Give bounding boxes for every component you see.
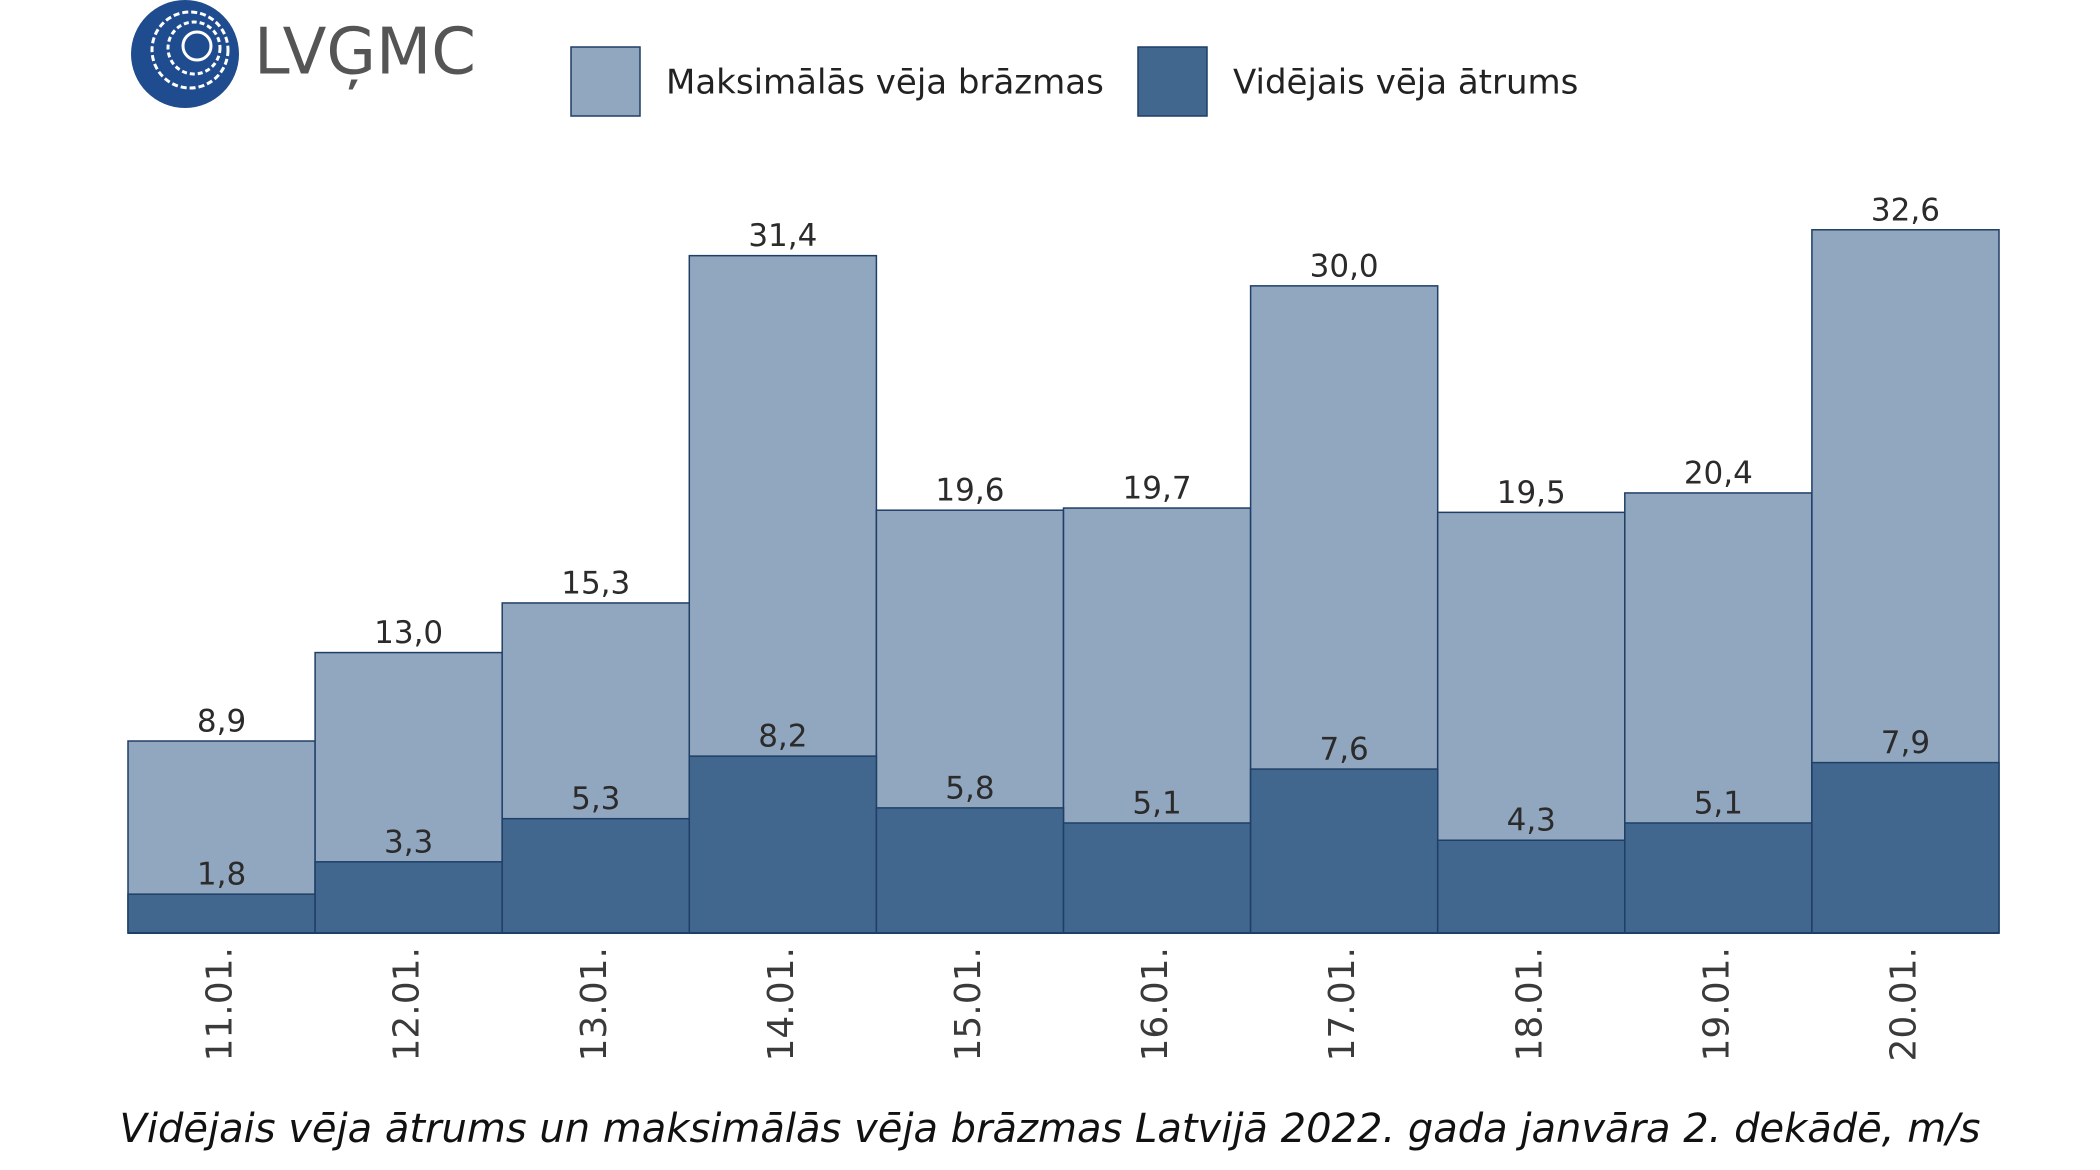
- value-label: 1,8: [197, 857, 246, 893]
- x-tick-label: 17.01.: [1322, 947, 1363, 1062]
- legend-swatch: [1137, 46, 1208, 117]
- value-label: 7,9: [1881, 725, 1930, 761]
- value-label: 31,4: [748, 218, 817, 254]
- x-tick-label: 19.01.: [1696, 947, 1737, 1062]
- value-label: 15,3: [561, 565, 630, 601]
- x-tick-label: 11.01.: [200, 947, 241, 1062]
- value-label: 32,6: [1871, 192, 1940, 228]
- value-label: 8,9: [197, 704, 246, 740]
- value-label: 5,8: [945, 770, 994, 806]
- value-label: 19,7: [1123, 471, 1192, 507]
- legend-swatch: [570, 46, 641, 117]
- bar: [688, 755, 878, 934]
- value-label: 4,3: [1507, 803, 1556, 839]
- logo: LVĢMC: [131, 0, 476, 108]
- logo-text: LVĢMC: [254, 16, 476, 90]
- bar: [1624, 822, 1813, 934]
- x-tick-label: 12.01.: [387, 947, 428, 1062]
- value-label: 5,1: [1694, 785, 1743, 821]
- value-label: 7,6: [1319, 732, 1368, 768]
- x-tick-label: 13.01.: [574, 947, 615, 1062]
- x-tick-label: 20.01.: [1883, 947, 1924, 1062]
- bar: [875, 807, 1065, 934]
- value-label: 30,0: [1310, 248, 1379, 284]
- logo-ring: [150, 10, 230, 90]
- x-tick-label: 18.01.: [1509, 947, 1550, 1062]
- value-label: 20,4: [1684, 455, 1753, 491]
- value-label: 19,6: [935, 473, 1004, 509]
- legend-label: Maksimālās vēja brāzmas: [666, 63, 1104, 103]
- logo-ring: [166, 20, 222, 76]
- x-tick-label: 14.01.: [761, 947, 802, 1062]
- value-label: 19,5: [1497, 475, 1566, 511]
- bar: [501, 817, 691, 934]
- legend-label: Vidējais vēja ātrums: [1233, 63, 1578, 103]
- x-tick-label: 15.01.: [948, 947, 989, 1062]
- x-tick-label: 16.01.: [1135, 947, 1176, 1062]
- value-label: 8,2: [758, 719, 807, 755]
- value-label: 3,3: [384, 824, 433, 860]
- bar: [314, 861, 503, 934]
- bar: [1811, 761, 2000, 934]
- value-label: 5,3: [571, 781, 620, 817]
- bar: [1062, 822, 1252, 934]
- bar: [127, 893, 316, 934]
- bar: [1436, 839, 1626, 934]
- value-label: 13,0: [374, 615, 443, 651]
- bar: [1249, 768, 1439, 934]
- chart-title: Vidējais vēja ātrums un maksimālās vēja …: [119, 1106, 1980, 1152]
- value-label: 5,1: [1132, 785, 1181, 821]
- logo-ring: [181, 30, 213, 62]
